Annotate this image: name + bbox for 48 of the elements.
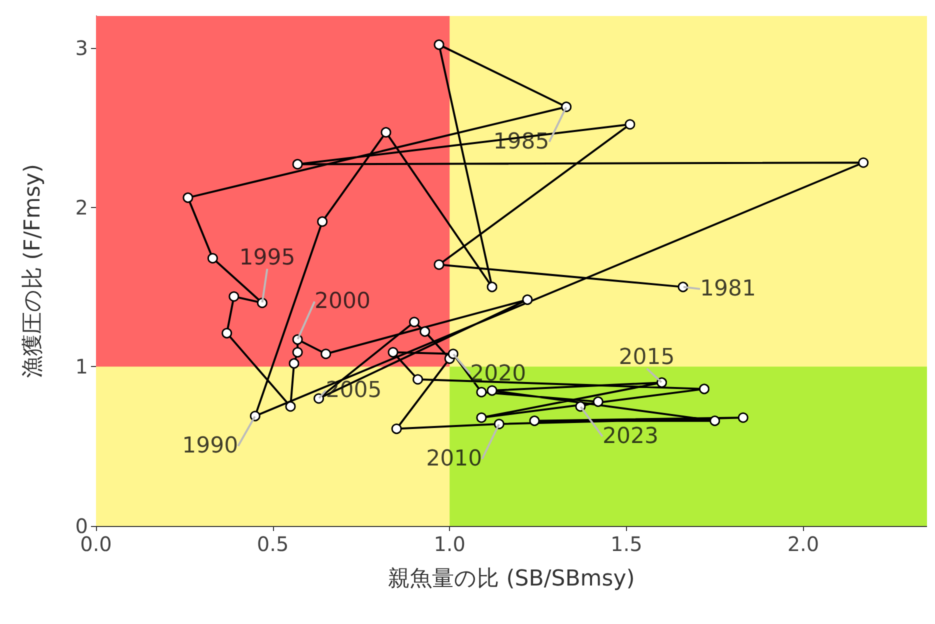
point: [292, 158, 303, 170]
annotation: 2010: [426, 446, 482, 472]
point: [317, 216, 328, 227]
point: [412, 374, 424, 385]
annotation: 2023: [602, 424, 658, 449]
point: [320, 348, 332, 360]
point: [486, 282, 498, 292]
point: [292, 347, 303, 358]
point: [388, 347, 398, 358]
x-tick-label: 0.0: [80, 532, 112, 556]
point: [592, 396, 604, 407]
point: [710, 416, 720, 426]
y-tick-label: 1: [75, 354, 88, 379]
point: [476, 386, 487, 398]
x-axis-title: 親魚量の比 (SB/SBmsy): [388, 566, 635, 592]
x-tick-label: 1.5: [610, 532, 642, 556]
x-tick-label: 2.0: [787, 532, 820, 556]
point: [182, 192, 194, 203]
x-tick-label: 0.5: [256, 532, 289, 556]
y-tick-label: 2: [75, 195, 88, 220]
point: [391, 424, 402, 434]
y-axis-title: 漁獲圧の比 (F/Fmsy): [20, 164, 46, 378]
annotation: 2000: [314, 289, 371, 314]
point: [529, 416, 540, 426]
annotation: 2020: [470, 361, 526, 386]
x-tick-label: 1.0: [434, 532, 466, 556]
point: [698, 384, 710, 394]
annotation: 1981: [700, 276, 756, 302]
point: [222, 328, 232, 338]
point: [624, 119, 636, 130]
point: [207, 253, 218, 264]
annotation: 1995: [239, 245, 296, 270]
point: [285, 401, 296, 412]
y-tick-label: 3: [75, 36, 88, 60]
point: [380, 127, 392, 138]
point: [434, 39, 444, 50]
point: [409, 316, 420, 328]
point: [228, 291, 240, 302]
point: [486, 385, 498, 396]
annotation: 2015: [618, 345, 675, 370]
annotation: 1990: [182, 434, 238, 459]
point: [738, 412, 748, 423]
point: [858, 157, 869, 168]
point: [476, 412, 487, 423]
point: [288, 358, 300, 369]
point: [420, 326, 430, 337]
point: [434, 259, 444, 270]
point: [522, 294, 533, 305]
